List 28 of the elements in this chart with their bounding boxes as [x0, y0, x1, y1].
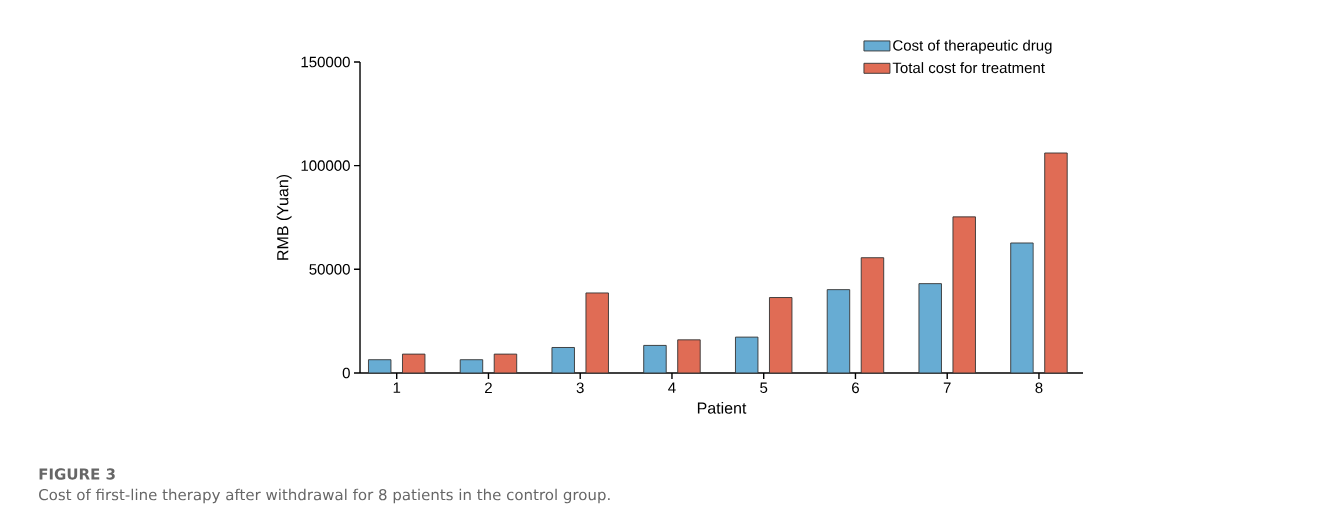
x-tick-label: 1 — [393, 382, 401, 393]
bar — [826, 289, 851, 373]
bar — [585, 292, 609, 373]
x-tick-label: 8 — [1035, 382, 1043, 394]
bar — [860, 257, 885, 373]
bar — [643, 344, 667, 373]
y-tick-label: 0 — [342, 367, 350, 379]
bar — [769, 297, 793, 373]
y-tick-label: 150000 — [301, 56, 350, 68]
y-tick-label: 50000 — [309, 264, 350, 275]
caption: FIGURE 3 — [39, 468, 115, 480]
bar — [1010, 242, 1034, 373]
bar — [918, 283, 942, 373]
y-tick-label: 100000 — [301, 160, 350, 171]
text: Cost of first-line therapy after withdrawal for 8 patients in the control group. — [39, 488, 610, 504]
x-tick-label: 2 — [485, 382, 492, 393]
legend-label: Cost of therapeutic drug — [893, 39, 1052, 54]
legend-label: Total cost for treatment — [892, 62, 1045, 74]
bar — [952, 216, 976, 373]
x-axis-title: Patient — [697, 402, 747, 414]
x-tick-label: 4 — [668, 382, 676, 393]
x-tick-label: 7 — [943, 382, 951, 393]
x-tick-label: 5 — [760, 382, 768, 393]
bar — [1044, 152, 1068, 373]
x-tick-label: 3 — [576, 382, 584, 394]
x-tick-label: 6 — [852, 382, 859, 394]
bar — [677, 339, 701, 373]
y-axis-title: RMB (Yuan) — [276, 174, 292, 260]
